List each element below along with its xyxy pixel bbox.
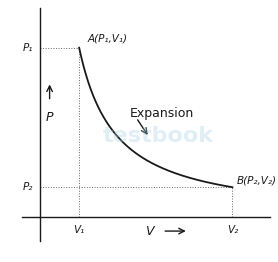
Text: testbook: testbook (103, 126, 214, 146)
Text: V₂: V₂ (227, 225, 238, 235)
Text: A(P₁,V₁): A(P₁,V₁) (88, 34, 128, 44)
Text: B(P₂,V₂): B(P₂,V₂) (237, 175, 277, 185)
Text: V: V (145, 225, 153, 238)
Text: P: P (46, 111, 53, 124)
Text: P₁: P₁ (23, 43, 33, 53)
Text: P₂: P₂ (23, 182, 33, 192)
Text: Expansion: Expansion (130, 107, 195, 120)
Text: V₁: V₁ (74, 225, 85, 235)
